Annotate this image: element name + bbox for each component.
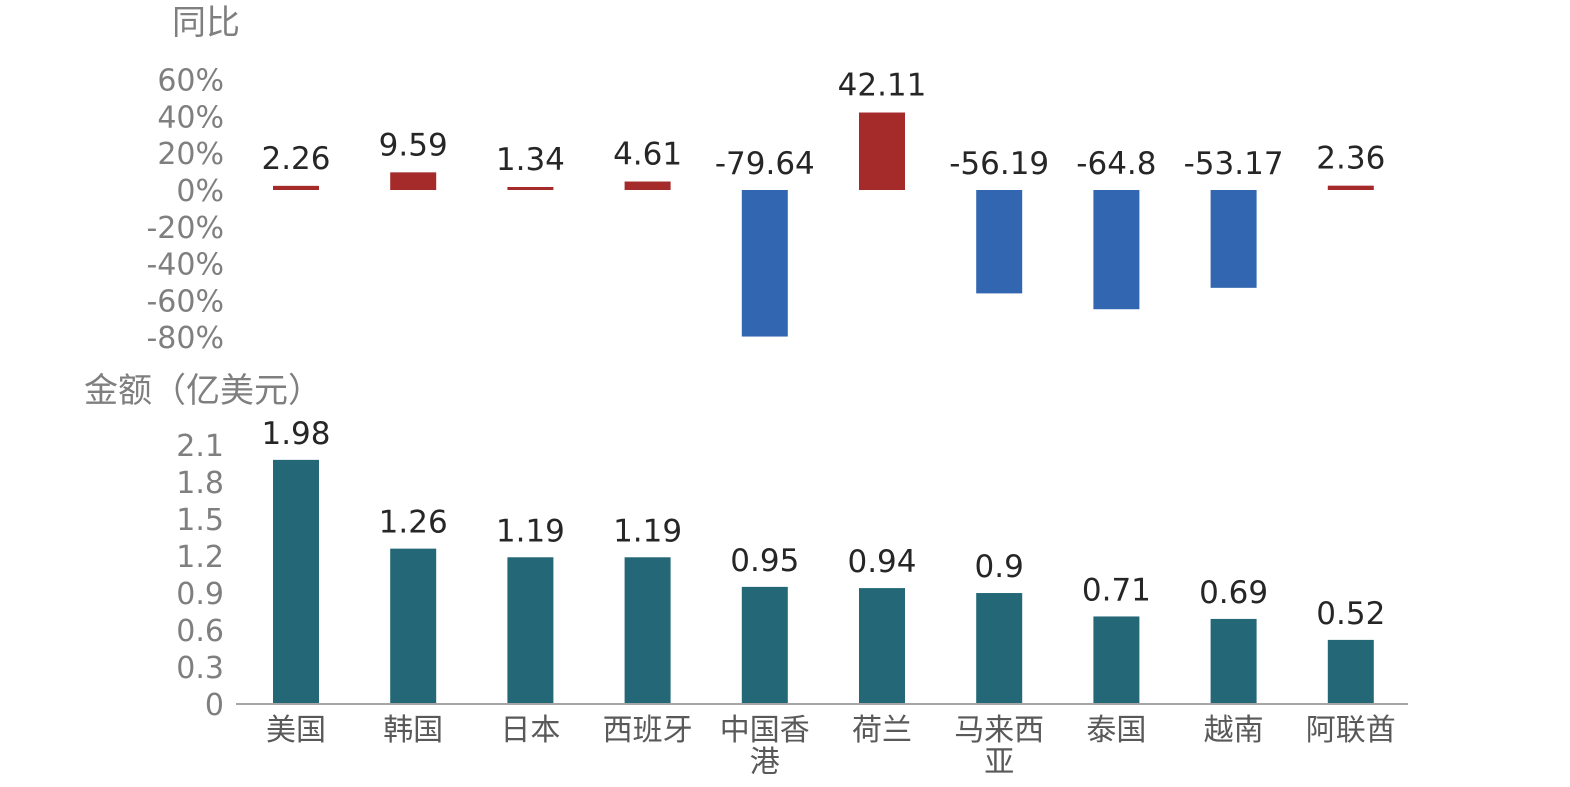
amount-y-tick: 1.2	[176, 540, 224, 575]
yoy-y-tick: 40%	[157, 100, 224, 135]
yoy-y-tick: 60%	[157, 64, 224, 99]
amount-bar	[624, 557, 671, 704]
yoy-y-ticks: 60%40%20%0%-20%-40%-60%-80%	[146, 64, 224, 357]
amount-bar	[1327, 639, 1374, 704]
yoy-data-label: -53.17	[1184, 146, 1284, 182]
amount-bars	[273, 459, 1374, 704]
category-label: 韩国	[383, 713, 443, 748]
yoy-bar	[976, 190, 1023, 294]
amount-bar	[976, 593, 1023, 704]
amount-data-label: 1.26	[379, 505, 448, 541]
yoy-data-label: -56.19	[949, 146, 1049, 182]
yoy-y-tick: -40%	[146, 248, 224, 283]
category-label: 日本	[500, 713, 560, 748]
amount-y-ticks: 2.11.81.51.20.90.60.30	[176, 429, 224, 723]
amount-data-label: 1.19	[613, 513, 682, 549]
amount-data-label: 0.95	[730, 543, 799, 579]
category-label: 马来西	[954, 713, 1044, 748]
category-label: 阿联酋	[1306, 713, 1396, 748]
yoy-bar	[624, 181, 671, 190]
yoy-bars	[273, 112, 1374, 337]
amount-data-label: 0.71	[1082, 572, 1151, 608]
yoy-y-tick: -80%	[146, 321, 224, 356]
yoy-y-tick: 20%	[157, 137, 224, 172]
category-label: 西班牙	[603, 713, 693, 748]
amount-chart: 金额（亿美元） 2.11.81.51.20.90.60.30 1.981.26 1…	[84, 371, 1408, 780]
amount-y-tick: 2.1	[176, 429, 224, 464]
yoy-bar	[1327, 185, 1374, 190]
category-label: 泰国	[1086, 713, 1146, 748]
amount-data-labels: 1.98 1.26 1.19 1.19 0.95 0.94 0.9 0.71 0.69 0.52	[261, 416, 1385, 632]
amount-y-tick: 1.8	[176, 466, 224, 501]
category-label: 越南	[1204, 713, 1264, 748]
yoy-data-label: 1.34	[496, 142, 565, 178]
yoy-bar	[1210, 190, 1257, 288]
yoy-bar	[390, 172, 437, 190]
yoy-bar	[507, 187, 554, 190]
amount-y-tick: 1.5	[176, 503, 224, 538]
category-label: 美国	[266, 713, 326, 748]
amount-data-label: 0.9	[975, 549, 1024, 585]
yoy-data-label: 42.11	[838, 68, 927, 104]
category-label: 荷兰	[852, 713, 912, 748]
yoy-chart: 同比 60%40%20%0%-20%-40%-60%-80% 2.26 9.59 1…	[146, 3, 1385, 356]
amount-data-label: 0.52	[1316, 596, 1385, 632]
amount-y-tick: 0	[205, 688, 224, 723]
category-label: 港	[750, 745, 780, 780]
yoy-data-labels: 2.26 9.59 1.34 4.61 -79.64 42.11 -56.19 -64.8 -5…	[261, 68, 1385, 182]
yoy-bar	[859, 112, 905, 190]
amount-bar	[741, 586, 788, 704]
yoy-data-label: 2.36	[1316, 141, 1385, 177]
amount-bar	[507, 557, 554, 704]
amount-bar	[859, 588, 905, 704]
amount-y-tick: 0.6	[176, 614, 224, 649]
yoy-data-label: -64.8	[1076, 146, 1156, 182]
yoy-y-tick: -60%	[146, 284, 224, 319]
amount-data-label: 0.69	[1199, 575, 1268, 611]
yoy-data-label: 2.26	[261, 141, 330, 177]
yoy-y-tick: -20%	[146, 211, 224, 246]
yoy-bar	[273, 185, 319, 190]
category-label: 中国香	[720, 713, 810, 748]
amount-y-tick: 0.3	[176, 651, 224, 686]
amount-bar	[1093, 616, 1140, 704]
yoy-data-label: 9.59	[379, 127, 448, 163]
yoy-bar	[741, 190, 788, 337]
yoy-y-tick: 0%	[176, 174, 224, 209]
yoy-data-label: -79.64	[715, 146, 815, 182]
yoy-axis-title: 同比	[172, 3, 240, 43]
amount-data-label: 0.94	[847, 544, 916, 580]
category-label: 亚	[984, 745, 1014, 780]
amount-data-label: 1.98	[261, 416, 330, 452]
amount-axis-title: 金额（亿美元）	[84, 371, 322, 411]
amount-data-label: 1.19	[496, 513, 565, 549]
amount-bar	[273, 459, 319, 704]
amount-bar	[1210, 618, 1257, 704]
yoy-bar	[1093, 190, 1140, 310]
amount-y-tick: 0.9	[176, 577, 224, 612]
amount-bar	[390, 548, 437, 704]
yoy-data-label: 4.61	[613, 137, 682, 173]
